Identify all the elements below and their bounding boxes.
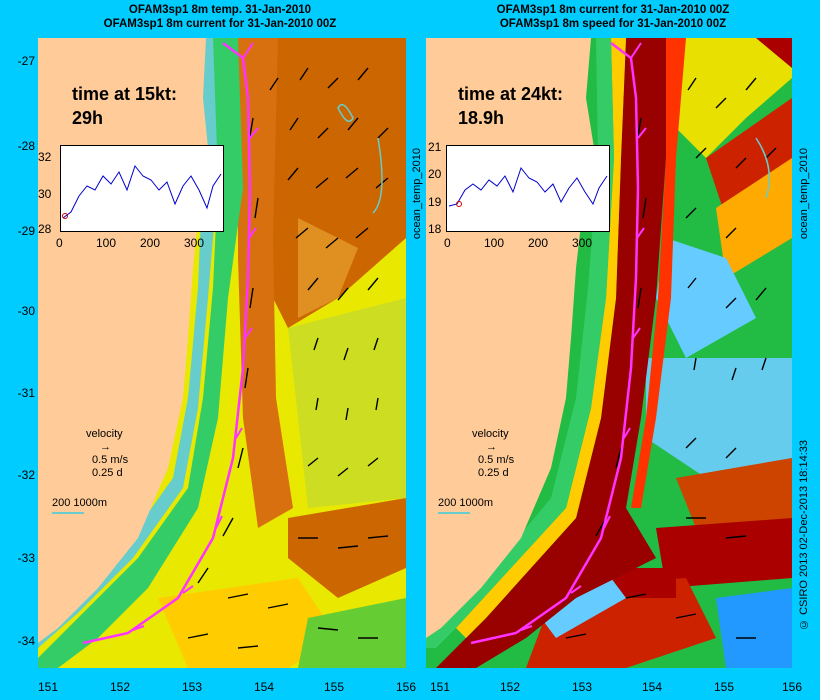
y-tick: -34 xyxy=(17,634,35,648)
left-time-box: time at 15kt: 29h xyxy=(72,82,177,130)
legend-speed: 0.5 m/s xyxy=(478,454,515,466)
x-tick: 153 xyxy=(572,680,593,694)
inset-x-tick: 200 xyxy=(140,236,161,250)
legend-days: 0.25 d xyxy=(92,467,123,479)
inset-x-tick: 100 xyxy=(484,236,505,250)
left-title-line2: OFAM3sp1 8m current for 31-Jan-2010 00Z xyxy=(103,18,337,30)
left-velocity-legend: velocity → 0.5 m/s 0.25 d xyxy=(86,428,129,479)
x-tick: 156 xyxy=(396,680,417,694)
depth-legend-text: 200 1000m xyxy=(438,497,494,509)
y-tick: -30 xyxy=(17,304,35,318)
legend-speed: 0.5 m/s xyxy=(92,454,129,466)
depth-legend-text: 200 1000m xyxy=(52,497,108,509)
x-tick: 152 xyxy=(110,680,131,694)
inset-y-tick: 19 xyxy=(428,195,442,209)
inset-y-tick: 30 xyxy=(38,187,52,201)
right-time-label: time at 24kt: xyxy=(458,84,564,104)
right-time-box: time at 24kt: 18.9h xyxy=(458,82,563,130)
inset-x-tick: 200 xyxy=(528,236,549,250)
y-tick: -28 xyxy=(17,139,35,153)
left-title-line1: OFAM3sp1 8m temp. 31-Jan-2010 xyxy=(128,4,312,16)
left-timeseries-inset xyxy=(60,145,224,232)
inset-x-tick: 0 xyxy=(56,236,63,250)
legend-velocity: velocity xyxy=(86,428,123,440)
inset-x-tick: 100 xyxy=(96,236,117,250)
right-timeseries-inset xyxy=(446,145,610,232)
route-line xyxy=(82,42,252,645)
right-side-label: ocean_temp_2010 xyxy=(798,148,810,240)
legend-days: 0.25 d xyxy=(478,467,509,479)
inset-y-tick: 21 xyxy=(428,140,442,154)
y-tick: -33 xyxy=(17,551,35,565)
y-tick: -27 xyxy=(17,54,35,68)
inset-x-tick: 0 xyxy=(444,236,451,250)
legend-velocity: velocity xyxy=(472,428,509,440)
inset-x-tick: 300 xyxy=(184,236,205,250)
left-side-label: ocean_temp_2010 xyxy=(411,148,423,240)
left-time-value: 29h xyxy=(72,108,104,128)
right-title-line1: OFAM3sp1 8m current for 31-Jan-2010 00Z xyxy=(496,4,730,16)
inset-y-tick: 20 xyxy=(428,167,442,181)
right-speed-map xyxy=(426,38,792,668)
inset-x-tick: 300 xyxy=(572,236,593,250)
x-tick: 155 xyxy=(714,680,735,694)
left-depth-legend: 200 1000m xyxy=(52,497,107,514)
current-vectors xyxy=(187,67,389,649)
right-depth-legend: 200 1000m xyxy=(438,497,493,514)
left-map-title: OFAM3sp1 8m temp. 31-Jan-2010 OFAM3sp1 8… xyxy=(40,3,400,31)
right-time-value: 18.9h xyxy=(458,108,505,128)
x-tick: 155 xyxy=(324,680,345,694)
route-line xyxy=(470,42,640,645)
inset-y-tick: 28 xyxy=(38,222,52,236)
right-velocity-legend: velocity → 0.5 m/s 0.25 d xyxy=(472,428,515,479)
right-title-line2: OFAM3sp1 8m speed for 31-Jan-2010 00Z xyxy=(499,18,727,30)
left-time-label: time at 15kt: xyxy=(72,84,178,104)
right-map-title: OFAM3sp1 8m current for 31-Jan-2010 00Z … xyxy=(428,3,798,31)
y-tick: -29 xyxy=(17,224,35,238)
y-tick: -31 xyxy=(17,386,35,400)
credit-label: © CSIRO 2013 02-Dec-2013 18:14:33 xyxy=(798,440,810,630)
x-tick: 151 xyxy=(38,680,59,694)
x-tick: 156 xyxy=(782,680,803,694)
x-tick: 153 xyxy=(182,680,203,694)
x-tick: 154 xyxy=(642,680,663,694)
inset-y-tick: 18 xyxy=(428,222,442,236)
x-tick: 154 xyxy=(254,680,275,694)
y-tick: -32 xyxy=(17,468,35,482)
x-tick: 152 xyxy=(500,680,521,694)
inset-y-tick: 32 xyxy=(38,150,52,164)
x-tick: 151 xyxy=(430,680,451,694)
left-temperature-map xyxy=(38,38,406,668)
